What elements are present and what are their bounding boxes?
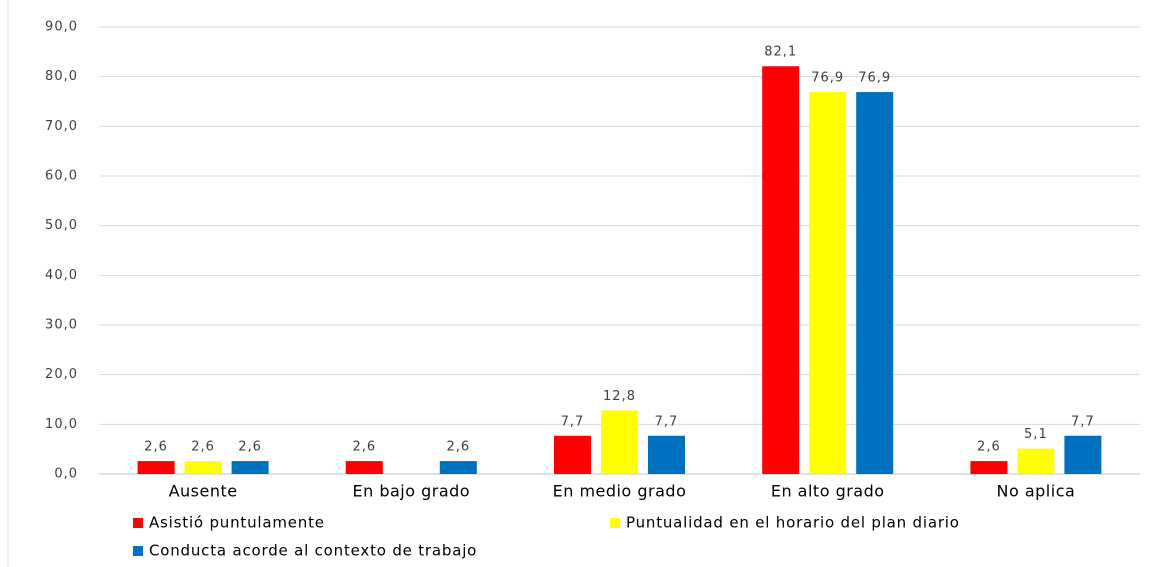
data-label: 7,7 — [1071, 414, 1095, 429]
bar — [809, 92, 847, 475]
bar — [345, 461, 383, 474]
y-tick-label: 30,0 — [45, 318, 78, 333]
x-tick-label: Ausente — [169, 482, 238, 501]
bar — [137, 461, 175, 474]
bar — [1064, 435, 1102, 474]
data-label: 82,1 — [764, 45, 797, 60]
legend-label: Conducta acorde al contexto de trabajo — [149, 542, 477, 560]
data-label: 2,6 — [977, 440, 1001, 455]
bar — [439, 461, 477, 474]
bar — [856, 92, 894, 475]
bar — [1017, 448, 1055, 474]
legend-swatch — [610, 518, 620, 528]
y-tick-label: 90,0 — [45, 20, 78, 35]
y-tick-label: 80,0 — [45, 69, 78, 84]
x-tick-label: En bajo grado — [352, 482, 470, 501]
legend-label: Puntualidad en el horario del plan diari… — [626, 514, 960, 532]
y-tick-label: 10,0 — [45, 417, 78, 432]
data-label: 2,6 — [446, 440, 470, 455]
bar — [601, 410, 638, 474]
y-tick-label: 60,0 — [45, 169, 78, 184]
legend-label: Asistió puntulamente — [149, 514, 325, 532]
x-tick-label: En alto grado — [771, 482, 885, 501]
data-label: 76,9 — [858, 71, 891, 86]
bar — [762, 66, 800, 474]
y-tick-label: 20,0 — [45, 367, 78, 382]
data-label: 2,6 — [352, 440, 376, 455]
bar — [184, 461, 222, 474]
data-label: 76,9 — [811, 71, 844, 86]
data-label: 7,7 — [561, 414, 585, 429]
data-label: 2,6 — [144, 440, 168, 455]
data-label: 5,1 — [1024, 427, 1048, 442]
bar — [648, 435, 685, 474]
legend-swatch — [133, 546, 143, 556]
data-label: 7,7 — [655, 414, 679, 429]
bar — [554, 435, 591, 474]
x-tick-label: En medio grado — [553, 482, 687, 501]
legend-swatch — [133, 518, 143, 528]
y-tick-label: 0,0 — [54, 467, 78, 482]
y-tick-label: 70,0 — [45, 119, 78, 134]
bar — [970, 461, 1008, 474]
y-tick-label: 40,0 — [45, 268, 78, 283]
y-tick-label: 50,0 — [45, 218, 78, 233]
bar — [231, 461, 269, 474]
x-tick-label: No aplica — [997, 482, 1076, 501]
data-label: 2,6 — [191, 440, 215, 455]
data-label: 2,6 — [238, 440, 262, 455]
data-label: 12,8 — [603, 389, 636, 404]
